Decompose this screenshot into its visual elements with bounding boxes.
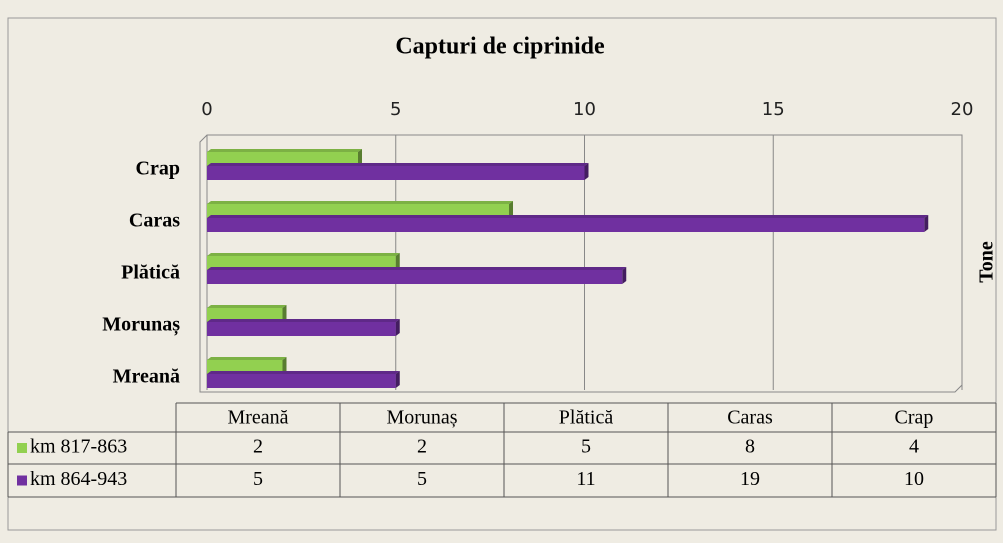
table-header: Morunaș [386,407,457,429]
axis-label: Tone [976,241,998,283]
x-tick-label: 10 [573,99,596,120]
bar-top [207,357,287,360]
bar-top [207,253,400,256]
bar-side [358,149,362,166]
table-cell: 10 [904,468,924,490]
bar-top [207,163,589,166]
bar [207,218,925,232]
table-cell: 19 [740,468,760,490]
table-cell: 5 [253,468,263,490]
bar [207,308,283,322]
category-label: Crap [136,158,180,180]
bar [207,270,623,284]
bar [207,152,358,166]
table-header: Plătică [559,407,614,429]
table-header: Crap [895,407,934,429]
bar-top [207,267,627,270]
bar-side [395,319,400,336]
bar [207,166,585,180]
bar-top [207,319,400,322]
x-tick-label: 20 [951,99,974,120]
chart-title: Capturi de ciprinide [395,34,605,60]
bar-top [207,149,362,152]
category-label: Caras [129,210,180,232]
bar-top [207,305,287,308]
bar-side [584,163,589,180]
table-cell: 2 [417,436,427,458]
bar-side [509,201,513,218]
table-cell: 4 [909,436,919,458]
bar-side [282,357,287,374]
table-cell: 5 [417,468,427,490]
category-label: Mreană [113,366,180,388]
table-header: Mreană [227,407,288,429]
bar-top [207,371,400,374]
bar-side [395,253,400,270]
table-header: Caras [727,407,773,429]
category-label: Plătică [121,262,180,284]
category-label: Morunaș [102,314,180,337]
x-tick-label: 5 [390,99,401,120]
legend-label: km 864-943 [30,468,127,490]
x-tick-label: 15 [762,99,785,120]
table-cell: 2 [253,436,263,458]
x-tick-label: 0 [201,99,212,120]
bar [207,360,283,374]
bar-side [924,215,929,232]
bar-side [282,305,287,322]
legend-swatch [17,443,27,453]
bar [207,204,509,218]
bar-top [207,201,513,204]
table-cell: 11 [576,468,595,490]
bar [207,256,396,270]
table-cell: 5 [581,436,591,458]
bar [207,374,396,388]
legend-swatch [17,475,27,486]
bar-top [207,215,929,218]
bar [207,322,396,336]
bar-side [622,267,627,284]
table-cell: 8 [745,436,755,458]
bar-side [395,371,400,388]
legend-label: km 817-863 [30,436,127,458]
